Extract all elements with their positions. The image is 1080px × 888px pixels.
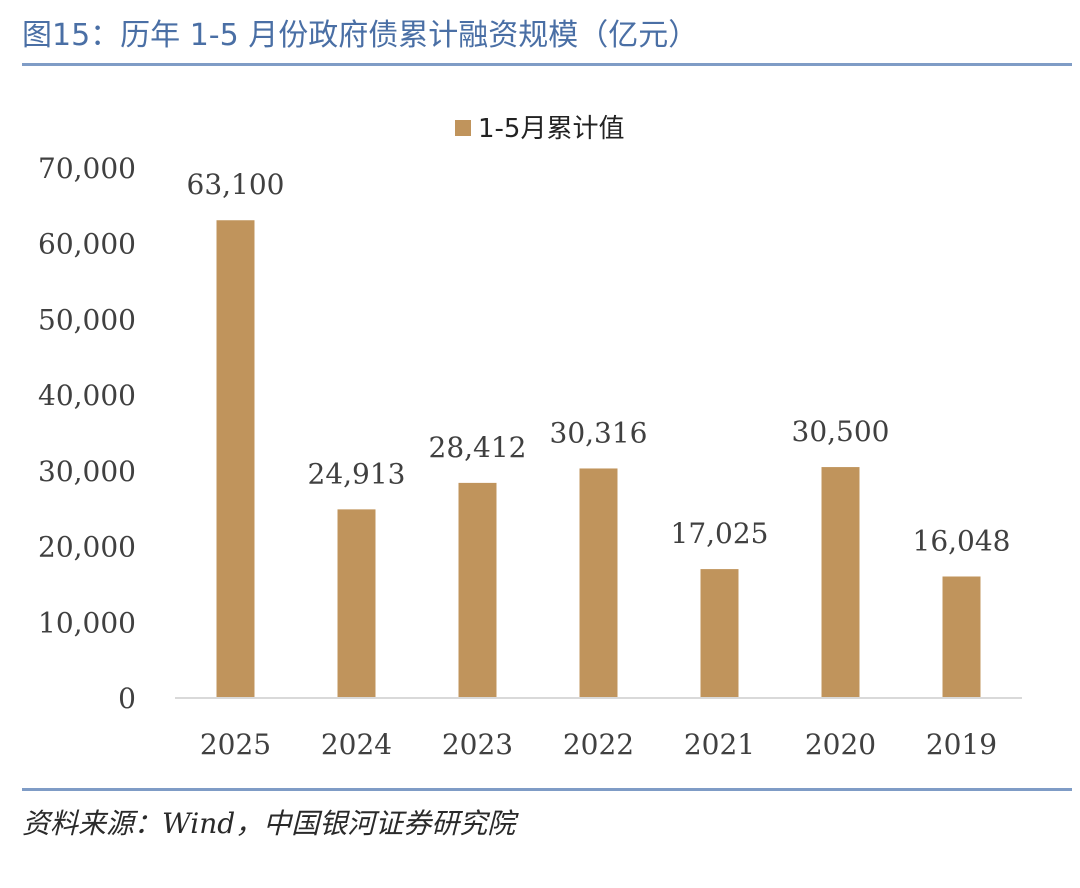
x-tick-label-2020: 2020 [805, 728, 876, 761]
x-tick-label-2019: 2019 [926, 728, 997, 761]
legend-swatch [455, 120, 471, 136]
data-labels: 63,100 24,913 28,412 30,316 17,025 30,500 16,0… [187, 168, 1011, 557]
y-tick-label: 40,000 [38, 379, 136, 412]
y-tick-label: 30,000 [38, 455, 136, 488]
bar-2023 [458, 482, 497, 698]
y-tick-label: 20,000 [38, 531, 136, 564]
y-tick-label: 50,000 [38, 303, 136, 336]
data-label-2020: 30,500 [792, 415, 890, 448]
data-label-2024: 24,913 [308, 457, 406, 490]
top-rule [22, 63, 1072, 66]
legend-label: 1-5月累计值 [478, 114, 624, 144]
bar-2019 [942, 576, 981, 698]
figure-title: 图15：历年 1-5 月份政府债累计融资规模（亿元） [22, 18, 699, 53]
bottom-rule [22, 788, 1072, 791]
bar-2025 [216, 220, 255, 698]
chart-legend: 1-5月累计值 [455, 114, 624, 144]
x-tick-label-2025: 2025 [200, 728, 271, 761]
y-tick-label: 0 [118, 682, 136, 715]
x-tick-label-2021: 2021 [684, 728, 755, 761]
x-tick-label-2023: 2023 [442, 728, 513, 761]
bar-2020 [821, 467, 860, 698]
source-note: 资料来源：Wind，中国银河证券研究院 [22, 807, 516, 840]
bar-chart: 1-5月累计值 0 10,000 20,000 30,000 40,000 50,000 6… [38, 114, 1022, 761]
bar-2021 [700, 569, 739, 698]
bar-2024 [337, 509, 376, 698]
x-tick-label-2024: 2024 [321, 728, 392, 761]
y-tick-label: 70,000 [38, 152, 136, 185]
y-tick-label: 60,000 [38, 228, 136, 261]
bar-2022 [579, 468, 618, 698]
x-tick-label-2022: 2022 [563, 728, 634, 761]
bars [216, 220, 981, 698]
y-tick-label: 10,000 [38, 606, 136, 639]
data-label-2023: 28,412 [429, 431, 527, 464]
x-axis-ticks: 2025 2024 2023 2022 2021 2020 2019 [200, 728, 997, 761]
y-axis-ticks: 0 10,000 20,000 30,000 40,000 50,000 60,000 70,… [38, 152, 136, 715]
data-label-2025: 63,100 [187, 168, 285, 201]
data-label-2019: 16,048 [913, 524, 1011, 557]
data-label-2021: 17,025 [671, 517, 769, 550]
data-label-2022: 30,316 [550, 416, 648, 449]
